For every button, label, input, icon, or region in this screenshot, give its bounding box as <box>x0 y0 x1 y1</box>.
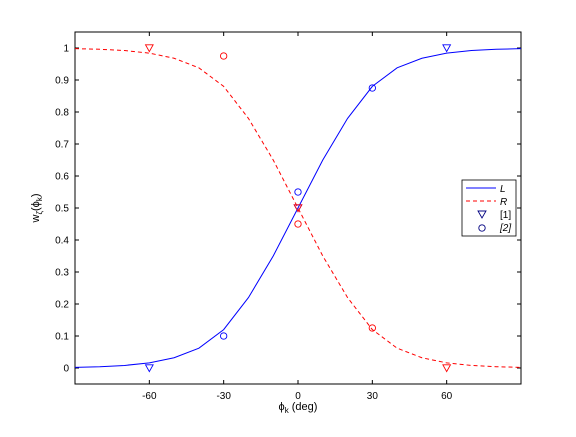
y-axis-title: wζ(ϕk) <box>30 194 44 224</box>
y-tick-label: 0.7 <box>55 140 69 151</box>
data-point-triangle <box>144 44 154 53</box>
series-line-L <box>74 48 522 368</box>
x-tick-label: 0 <box>295 391 301 402</box>
data-point-triangle <box>293 204 303 213</box>
data-point-circle <box>294 188 302 196</box>
legend-box <box>461 179 517 237</box>
legend-label-2: [2] <box>499 223 511 234</box>
data-point-triangle <box>442 44 452 53</box>
data-point-circle <box>220 332 228 340</box>
data-point-circle <box>368 84 376 92</box>
legend-swatch-circle <box>478 224 486 232</box>
legend-label-L: L <box>500 184 506 195</box>
x-tick-label: -30 <box>216 391 231 402</box>
x-axis-title: ϕk (deg) <box>279 401 318 415</box>
y-tick-label: 0.9 <box>55 76 69 87</box>
data-point-triangle <box>442 364 452 373</box>
legend-label-R: R <box>500 197 507 208</box>
legend: L R [1] [2] <box>461 179 517 237</box>
y-tick-label: 0.4 <box>55 236 69 247</box>
y-tick-label: 0.6 <box>55 172 69 183</box>
y-tick-label: 0.2 <box>55 300 69 311</box>
x-tick-label: 60 <box>441 391 453 402</box>
data-point-circle <box>294 220 302 228</box>
legend-label-1: [1] <box>500 210 511 221</box>
data-point-circle <box>368 324 376 332</box>
y-tick-label: 0.1 <box>55 332 69 343</box>
series-lines <box>74 48 522 368</box>
axis-ticks: -60 -30 0 30 60 0 0.1 0.2 0.3 0.4 0.5 0.6 0.7 0.8 0.9 1 <box>55 32 521 402</box>
y-tick-label: 0 <box>63 364 69 375</box>
series-markers <box>144 44 452 373</box>
series-line-R <box>74 48 522 368</box>
data-point-triangle <box>144 364 154 373</box>
y-tick-label: 0.3 <box>55 268 69 279</box>
y-tick-label: 0.8 <box>55 108 69 119</box>
legend-swatch-triangle <box>477 210 487 219</box>
y-tick-label: 0.5 <box>55 204 69 215</box>
y-tick-label: 1 <box>63 44 69 55</box>
x-tick-label: 30 <box>367 391 379 402</box>
x-tick-label: -60 <box>142 391 157 402</box>
data-point-circle <box>220 52 228 60</box>
